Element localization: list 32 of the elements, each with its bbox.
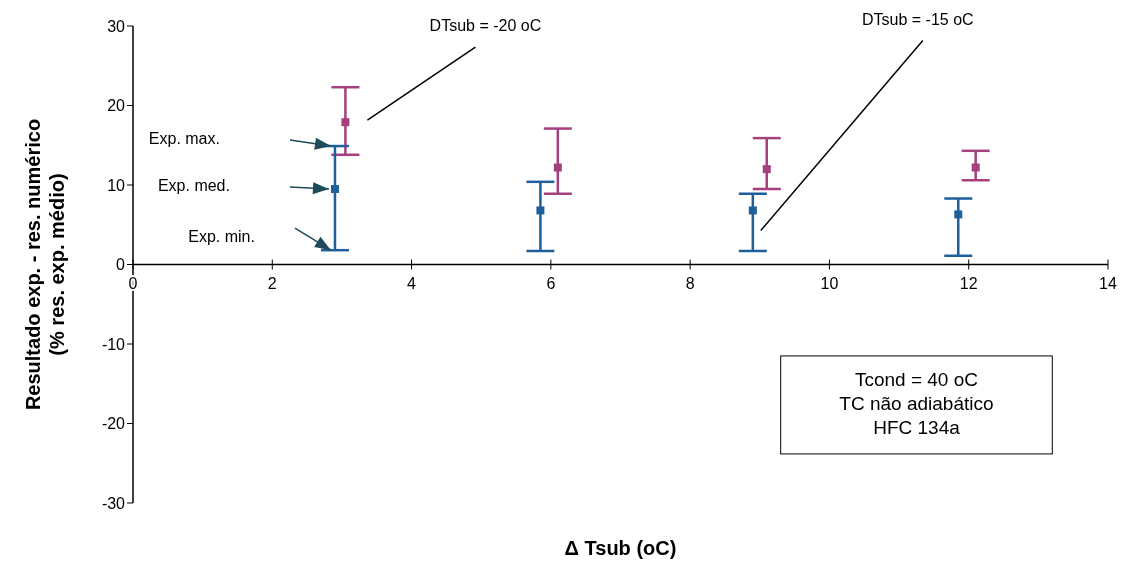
x-tick-label: 6	[546, 274, 556, 292]
annotation: HFC 134a	[873, 416, 961, 438]
y-tick-label: -20	[101, 415, 126, 433]
point	[341, 118, 350, 127]
point	[536, 206, 545, 215]
x-tick-label: 8	[685, 274, 695, 292]
y-tick-label: 0	[116, 256, 126, 274]
x-tick-label: 4	[407, 274, 417, 292]
x-tick-label: 12	[959, 274, 978, 292]
x-tick-label: 2	[267, 274, 277, 292]
point	[330, 184, 339, 193]
annotation: Exp. max.	[148, 130, 220, 148]
y-tick-label: 20	[107, 97, 126, 115]
y-tick-label: -30	[101, 494, 126, 512]
annotation: DTsub = -15 oC	[862, 10, 974, 28]
point	[553, 163, 562, 172]
point	[748, 206, 757, 215]
annotation: Tcond = 40 oC	[854, 368, 979, 390]
annotation: TC não adiabático	[839, 392, 994, 414]
point	[954, 210, 963, 219]
x-axis-title: Δ Tsub (oC)	[564, 537, 677, 559]
annotation: Exp. min.	[188, 228, 255, 246]
x-tick-label: 10	[820, 274, 839, 292]
y-tick-label: 30	[107, 17, 126, 35]
point	[762, 165, 771, 174]
y-axis-title: Resultado exp. - res. numérico (% res. exp. médio)	[22, 118, 68, 411]
x-tick-label: 14	[1099, 274, 1117, 292]
y-tick-label: 10	[107, 176, 126, 194]
y-tick-label: -10	[101, 335, 126, 353]
point	[971, 163, 980, 172]
annotation: DTsub = -20 oC	[429, 17, 542, 35]
annotation: Exp. med.	[157, 177, 230, 195]
